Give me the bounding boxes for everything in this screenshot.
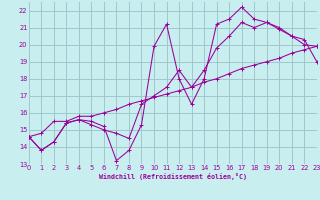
- X-axis label: Windchill (Refroidissement éolien,°C): Windchill (Refroidissement éolien,°C): [99, 173, 247, 180]
